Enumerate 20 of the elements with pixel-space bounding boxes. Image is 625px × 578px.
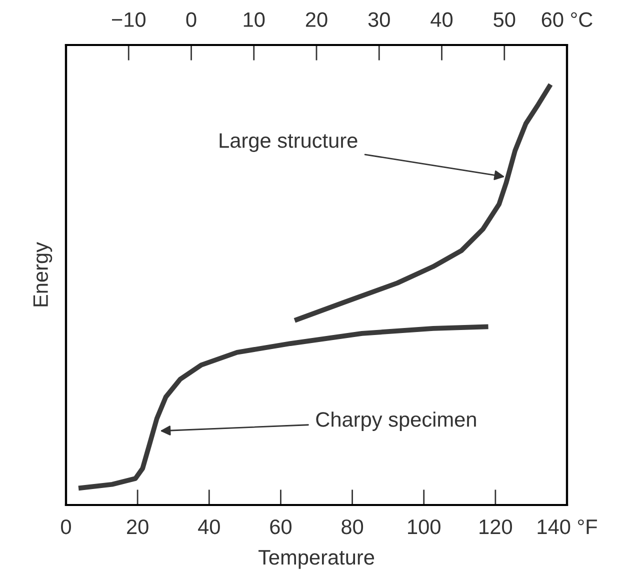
x2-tick-label: −10: [112, 12, 146, 27]
x-tick-label: 40: [198, 519, 220, 534]
x-tick-label: 80: [342, 519, 364, 534]
y-axis-title: Energy: [33, 242, 52, 306]
x-tick-label: 20: [127, 519, 148, 534]
annotation: Large structure: [220, 133, 358, 152]
x-tick-label: 120: [480, 519, 512, 534]
x2-tick-label: 60 °C: [542, 12, 592, 27]
annotation: Charpy specimen: [316, 412, 476, 431]
x2-tick-label: 40: [430, 12, 453, 27]
x-axis-title: Temperature: [258, 550, 374, 569]
x2-tick-label: 20: [306, 12, 328, 27]
x-tick-label: 100: [408, 519, 440, 534]
x2-tick-label: 50: [494, 12, 516, 27]
x-tick-label: 60: [270, 519, 292, 534]
x-tick-label: 0: [61, 519, 71, 534]
x2-tick-label: 0: [186, 12, 196, 27]
x2-tick-label: 30: [368, 12, 390, 27]
x-tick-label: 140 °F: [538, 519, 597, 534]
x2-tick-label: 10: [244, 12, 265, 27]
